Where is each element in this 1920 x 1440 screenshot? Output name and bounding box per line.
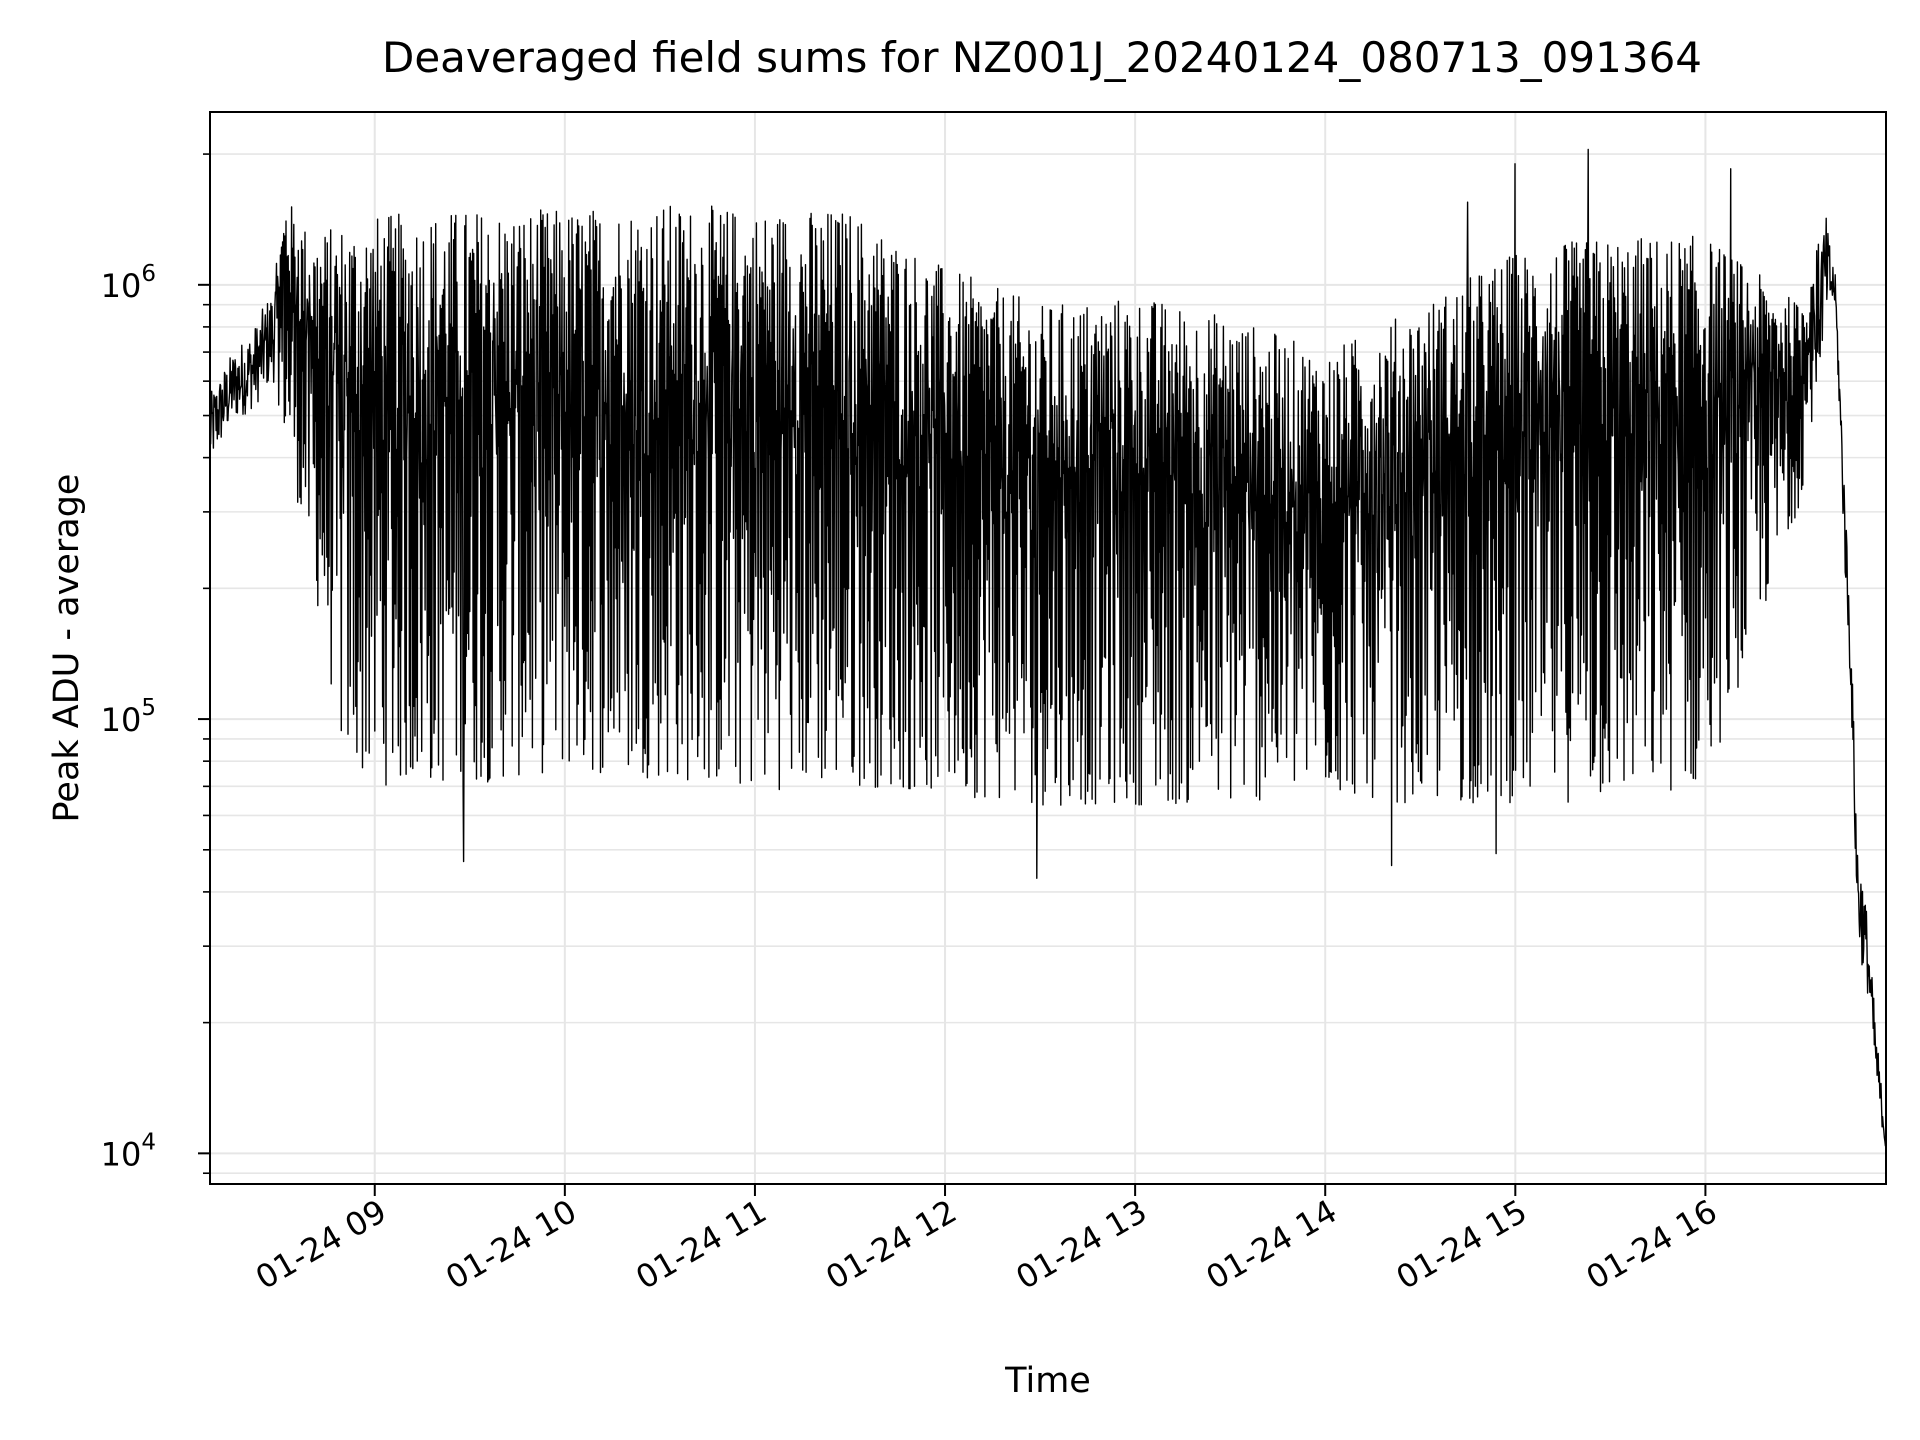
data-series <box>210 148 1886 1147</box>
y-axis-label: Peak ADU - average <box>47 474 87 823</box>
series-line <box>210 148 1886 1147</box>
chart-title: Deaveraged field sums for NZ001J_2024012… <box>382 33 1702 82</box>
y-tick-label: 105 <box>101 695 156 739</box>
y-tick-label: 104 <box>101 1129 156 1173</box>
plot-area: 01-24 09 01-24 10 01-24 11 01-24 12 01-24 13… <box>101 111 1887 1297</box>
y-axis: 104 105 106 <box>101 153 210 1175</box>
plot-frame <box>209 111 1887 1185</box>
y-tick-label: 106 <box>101 261 156 305</box>
x-axis-label: Time <box>1004 1361 1091 1401</box>
